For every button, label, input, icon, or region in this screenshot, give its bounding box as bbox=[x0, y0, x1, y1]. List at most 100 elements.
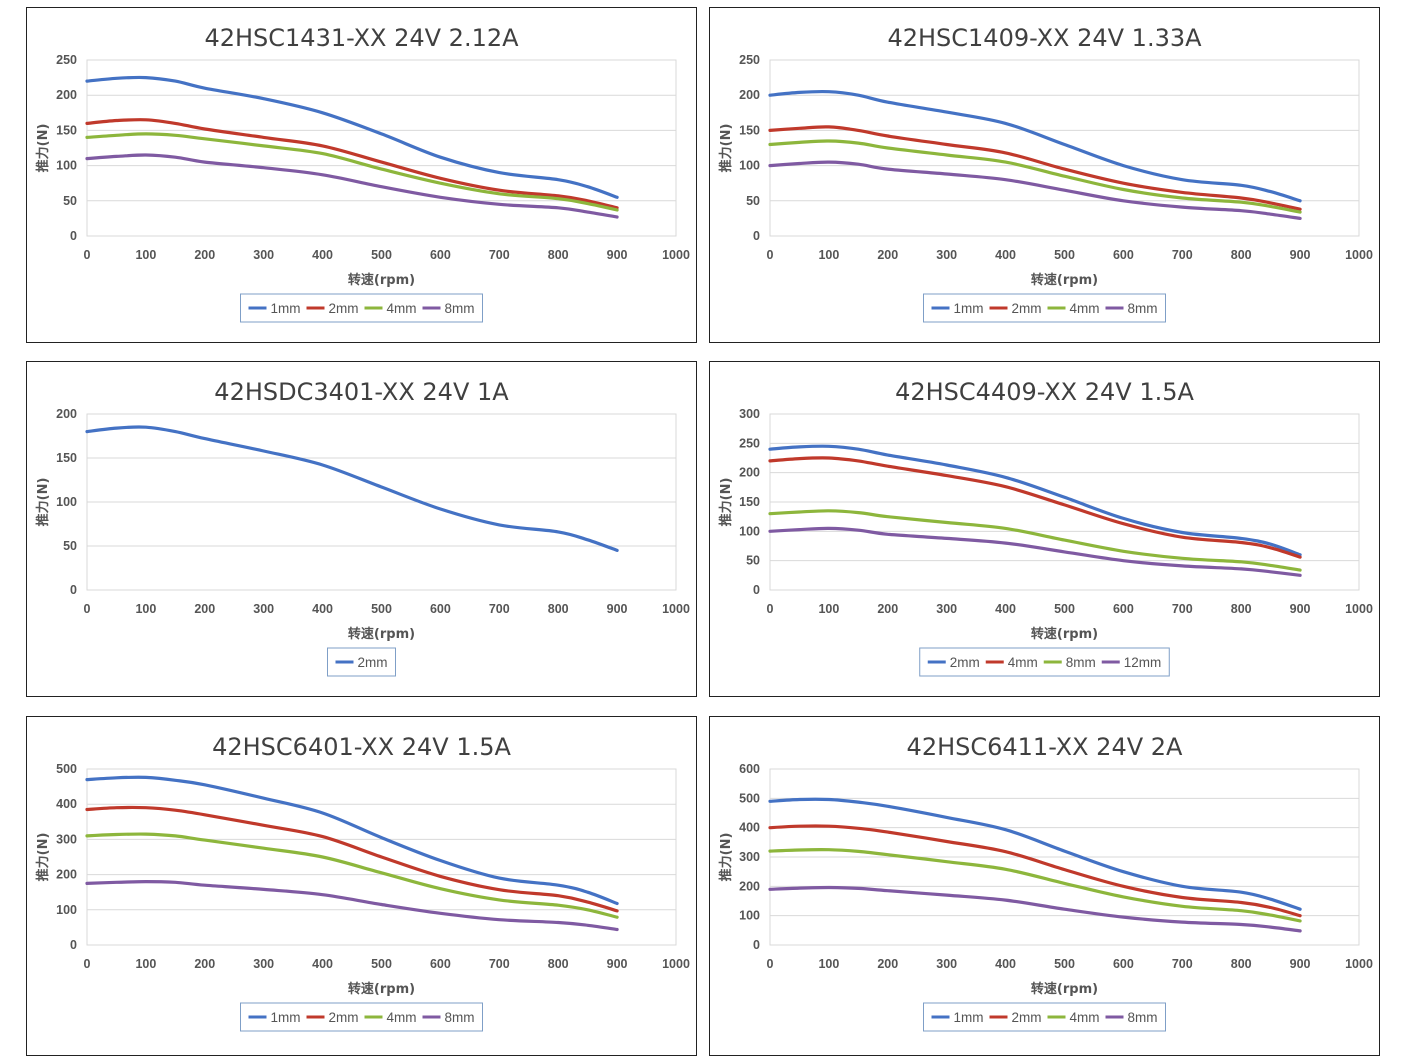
x-tick-label: 300 bbox=[253, 248, 274, 262]
x-tick-label: 900 bbox=[607, 957, 628, 971]
chart-svg: 42HSC1431-XX 24V 2.12A 0 50 100 150 200 250 0 10… bbox=[35, 24, 690, 323]
legend-label: 2mm bbox=[329, 301, 359, 316]
y-tick-label: 0 bbox=[70, 938, 77, 952]
y-axis-label: 推力(N) bbox=[35, 833, 51, 882]
x-tick-label: 700 bbox=[489, 602, 510, 616]
x-tick-label: 500 bbox=[371, 248, 392, 262]
x-tick-label: 600 bbox=[1113, 957, 1134, 971]
y-tick-label: 200 bbox=[56, 868, 77, 882]
x-axis-label: 转速(rpm) bbox=[348, 626, 415, 642]
plot-area bbox=[86, 59, 677, 237]
x-tick-label: 0 bbox=[767, 957, 774, 971]
series-line-2mm bbox=[85, 425, 619, 552]
y-tick-label: 200 bbox=[739, 879, 760, 893]
y-tick-label: 150 bbox=[739, 123, 760, 137]
x-axis-label: 转速(rpm) bbox=[1031, 626, 1098, 642]
series-line-4mm bbox=[768, 139, 1302, 214]
legend-label: 2mm bbox=[1012, 301, 1042, 316]
y-tick-label: 100 bbox=[739, 909, 760, 923]
y-tick-label: 200 bbox=[739, 88, 760, 102]
chart-title: 42HSC6401-XX 24V 1.5A bbox=[212, 733, 511, 761]
y-tick-label: 50 bbox=[63, 194, 77, 208]
x-tick-label: 1000 bbox=[1345, 957, 1373, 971]
y-tick-label: 50 bbox=[63, 539, 77, 553]
plot-area bbox=[769, 59, 1360, 237]
legend-label: 2mm bbox=[329, 1010, 359, 1025]
series-line-8mm bbox=[85, 153, 619, 219]
x-tick-label: 500 bbox=[1054, 248, 1075, 262]
legend-label: 4mm bbox=[1008, 655, 1038, 670]
x-tick-label: 100 bbox=[135, 248, 156, 262]
y-tick-label: 250 bbox=[739, 436, 760, 450]
legend-box bbox=[923, 293, 1166, 323]
y-tick-label: 400 bbox=[739, 821, 760, 835]
x-tick-label: 400 bbox=[995, 602, 1016, 616]
legend-box bbox=[923, 1002, 1166, 1032]
legend-label: 4mm bbox=[1070, 301, 1100, 316]
legend-label: 1mm bbox=[954, 301, 984, 316]
x-tick-label: 700 bbox=[489, 957, 510, 971]
x-tick-label: 800 bbox=[548, 957, 569, 971]
series-line-1mm bbox=[85, 75, 619, 199]
x-tick-label: 800 bbox=[548, 248, 569, 262]
x-tick-label: 400 bbox=[312, 248, 333, 262]
x-tick-label: 600 bbox=[430, 248, 451, 262]
y-tick-label: 500 bbox=[56, 762, 77, 776]
legend: 1mm 2mm 4mm 8mm bbox=[240, 293, 483, 323]
x-tick-label: 1000 bbox=[662, 602, 690, 616]
chart-panel-2: 42HSC1409-XX 24V 1.33A 0 50 100 150 200 250 0 10… bbox=[709, 7, 1380, 343]
series-line-2mm bbox=[85, 118, 619, 210]
x-tick-label: 200 bbox=[877, 248, 898, 262]
y-tick-label: 0 bbox=[70, 229, 77, 243]
x-tick-label: 500 bbox=[371, 602, 392, 616]
legend-label: 1mm bbox=[271, 301, 301, 316]
x-tick-label: 1000 bbox=[1345, 602, 1373, 616]
x-axis-label: 转速(rpm) bbox=[1031, 981, 1098, 997]
x-tick-label: 900 bbox=[607, 602, 628, 616]
chart-panel-1: 42HSC1431-XX 24V 2.12A 0 50 100 150 200 250 0 10… bbox=[26, 7, 697, 343]
chart-title: 42HSDC3401-XX 24V 1A bbox=[214, 378, 509, 406]
chart-panel-3: 42HSDC3401-XX 24V 1A 0 50 100 150 200 0 100 200 3… bbox=[26, 361, 697, 697]
x-tick-label: 600 bbox=[1113, 602, 1134, 616]
y-tick-label: 150 bbox=[739, 495, 760, 509]
x-tick-label: 900 bbox=[1290, 248, 1311, 262]
y-axis-label: 推力(N) bbox=[35, 478, 51, 527]
y-tick-label: 0 bbox=[753, 938, 760, 952]
chart-title: 42HSC4409-XX 24V 1.5A bbox=[895, 378, 1194, 406]
x-tick-label: 500 bbox=[1054, 602, 1075, 616]
x-tick-label: 100 bbox=[135, 957, 156, 971]
series-line-2mm bbox=[768, 125, 1302, 211]
y-tick-label: 100 bbox=[739, 159, 760, 173]
chart-title: 42HSC6411-XX 24V 2A bbox=[907, 733, 1183, 761]
x-tick-label: 1000 bbox=[1345, 248, 1373, 262]
chart-svg: 42HSC6411-XX 24V 2A 0 100 200 300 400 500 600 0 1… bbox=[718, 733, 1373, 1032]
y-tick-label: 50 bbox=[746, 554, 760, 568]
legend-label: 12mm bbox=[1124, 655, 1162, 670]
x-axis-label: 转速(rpm) bbox=[1031, 272, 1098, 288]
x-tick-label: 900 bbox=[607, 248, 628, 262]
legend: 2mm bbox=[327, 647, 396, 677]
y-tick-label: 0 bbox=[70, 583, 77, 597]
y-tick-label: 100 bbox=[56, 903, 77, 917]
y-tick-label: 300 bbox=[56, 832, 77, 846]
chart-svg: 42HSDC3401-XX 24V 1A 0 50 100 150 200 0 100 200 3… bbox=[35, 378, 690, 677]
legend-label: 2mm bbox=[358, 655, 388, 670]
x-tick-label: 1000 bbox=[662, 957, 690, 971]
chart-svg: 42HSC4409-XX 24V 1.5A 0 50 100 150 200 250 300 0… bbox=[718, 378, 1373, 677]
x-tick-label: 700 bbox=[1172, 248, 1193, 262]
x-tick-label: 900 bbox=[1290, 602, 1311, 616]
x-tick-label: 200 bbox=[194, 602, 215, 616]
series-line-8mm bbox=[768, 160, 1302, 220]
x-tick-label: 0 bbox=[84, 957, 91, 971]
y-tick-label: 400 bbox=[56, 797, 77, 811]
y-tick-label: 250 bbox=[56, 53, 77, 67]
chart-svg: 42HSC1409-XX 24V 1.33A 0 50 100 150 200 250 0 10… bbox=[718, 24, 1373, 323]
x-tick-label: 100 bbox=[818, 957, 839, 971]
x-tick-label: 400 bbox=[312, 957, 333, 971]
x-tick-label: 400 bbox=[312, 602, 333, 616]
legend-label: 2mm bbox=[1012, 1010, 1042, 1025]
x-tick-label: 500 bbox=[371, 957, 392, 971]
legend-label: 2mm bbox=[950, 655, 980, 670]
legend-label: 8mm bbox=[1128, 301, 1158, 316]
series-line-2mm bbox=[768, 824, 1302, 918]
